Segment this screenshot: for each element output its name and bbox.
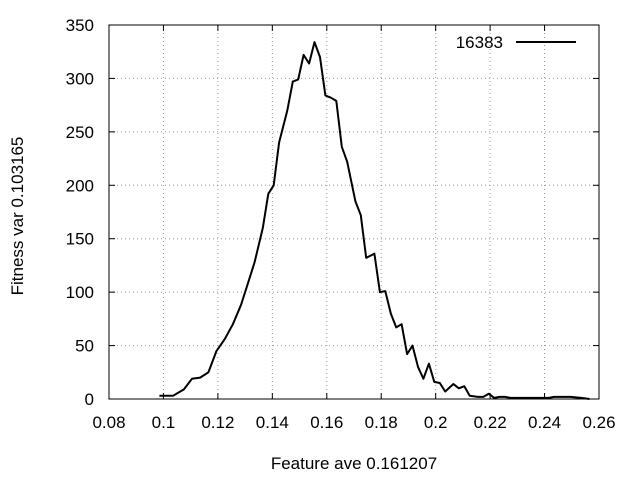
series-line [159, 41, 590, 400]
x-tick-label: 0.18 [365, 413, 398, 432]
y-tick-label: 350 [66, 16, 94, 35]
x-axis-title: Feature ave 0.161207 [271, 454, 437, 473]
x-tick-label: 0.22 [474, 413, 507, 432]
x-tick-label: 0.16 [310, 413, 343, 432]
legend-label: 16383 [456, 33, 503, 52]
x-tick-label: 0.08 [92, 413, 125, 432]
x-tick-label: 0.24 [528, 413, 561, 432]
y-tick-label: 300 [66, 69, 94, 88]
x-tick-label: 0.12 [201, 413, 234, 432]
y-tick-label: 200 [66, 176, 94, 195]
x-tick-label: 0.26 [582, 413, 615, 432]
grid-lines [109, 25, 599, 399]
y-axis-title: Fitness var 0.103165 [8, 137, 27, 296]
x-tick-label: 0.2 [424, 413, 448, 432]
x-tick-label: 0.14 [256, 413, 289, 432]
legend: 16383 [456, 33, 576, 52]
y-tick-label: 50 [75, 337, 94, 356]
x-tick-label: 0.1 [152, 413, 176, 432]
series-layer [159, 41, 590, 400]
y-tick-label: 250 [66, 123, 94, 142]
axis-ticks: 0.08 0.1 0.12 0.14 0.16 0.18 0.2 0.22 0.24 0.26 0 5… [66, 16, 616, 432]
y-tick-label: 100 [66, 283, 94, 302]
y-tick-label: 150 [66, 230, 94, 249]
plot-frame [108, 24, 600, 400]
y-tick-label: 0 [85, 390, 94, 409]
